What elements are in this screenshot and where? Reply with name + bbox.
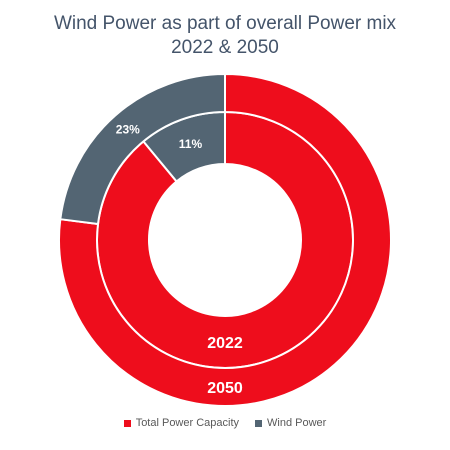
chart-title: Wind Power as part of overall Power mix …	[0, 12, 450, 60]
legend-swatch-total-power-capacity	[123, 419, 131, 427]
data-label-2050-wind-power: 23%	[116, 123, 140, 137]
chart-legend: Total Power Capacity Wind Power	[0, 417, 450, 429]
slice-2050-total-power-capacity	[58, 72, 392, 407]
legend-swatch-wind-power	[255, 419, 263, 427]
legend-item-total-power-capacity: Total Power Capacity	[123, 417, 240, 429]
chart-title-line-2: 2022 & 2050	[171, 37, 279, 58]
data-label-2022-wind-power: 11%	[179, 137, 203, 151]
chart-title-line-1: Wind Power as part of overall Power mix	[53, 13, 397, 34]
legend-item-wind-power: Wind Power	[255, 417, 326, 429]
series-label-2022: 2022	[207, 335, 243, 352]
legend-label-total-power-capacity: Total Power Capacity	[135, 417, 240, 429]
series-label-2050: 2050	[207, 380, 243, 397]
legend-label-wind-power: Wind Power	[267, 417, 327, 429]
slice-2050-wind-power	[59, 72, 226, 226]
